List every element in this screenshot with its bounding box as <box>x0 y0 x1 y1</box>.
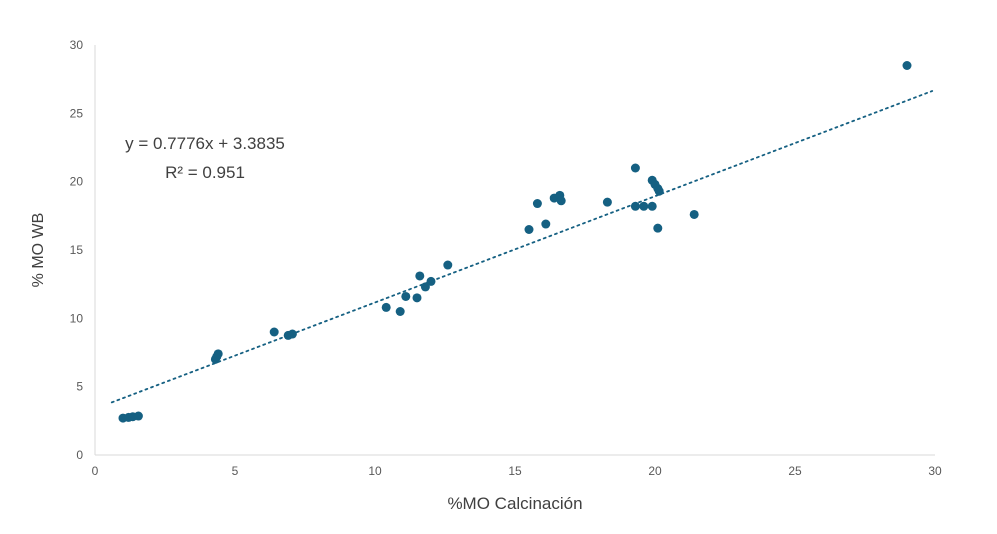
trendline <box>110 90 934 404</box>
y-tick-label: 10 <box>70 311 84 325</box>
y-axis-title: % MO WB <box>30 212 47 288</box>
y-tick-label: 15 <box>70 243 84 257</box>
y-tick-label: 20 <box>70 175 84 189</box>
data-point <box>415 271 425 281</box>
trendline-r-squared: R² = 0.951 <box>165 162 245 182</box>
x-tick-label: 30 <box>928 464 942 478</box>
y-tick-label: 0 <box>76 448 83 462</box>
y-tick-label: 25 <box>70 106 84 120</box>
y-tick-label: 5 <box>76 380 83 394</box>
y-tick-label: 30 <box>70 38 84 52</box>
data-point <box>639 201 649 211</box>
x-tick-label: 5 <box>232 464 239 478</box>
data-point <box>902 61 912 70</box>
data-point <box>556 196 566 206</box>
data-point <box>443 260 453 270</box>
x-axis-title: %MO Calcinación <box>447 494 583 513</box>
data-point <box>213 349 223 359</box>
x-tick-label: 20 <box>648 464 662 478</box>
x-tick-label: 0 <box>92 464 99 478</box>
trendline-equation: y = 0.7776x + 3.3835 <box>125 134 285 153</box>
data-point <box>532 199 542 209</box>
data-point <box>630 201 640 211</box>
data-point <box>653 223 663 233</box>
trendline-annotation: y = 0.7776x + 3.3835 R² = 0.951 <box>100 130 310 188</box>
data-point <box>689 209 699 219</box>
x-tick-label: 10 <box>368 464 382 478</box>
data-point <box>133 411 143 421</box>
data-point <box>426 276 436 286</box>
data-point <box>287 329 297 339</box>
data-point <box>524 225 534 234</box>
data-point <box>401 291 411 301</box>
data-point <box>412 293 422 303</box>
x-tick-label: 25 <box>788 464 802 478</box>
data-point <box>654 186 664 196</box>
data-point <box>647 201 657 211</box>
x-tick-label: 15 <box>508 464 522 478</box>
data-point <box>541 219 551 229</box>
data-point <box>420 282 430 292</box>
data-point <box>630 163 640 173</box>
data-point <box>395 307 405 316</box>
data-point <box>602 197 612 207</box>
data-point <box>381 302 391 312</box>
data-point <box>269 327 279 337</box>
